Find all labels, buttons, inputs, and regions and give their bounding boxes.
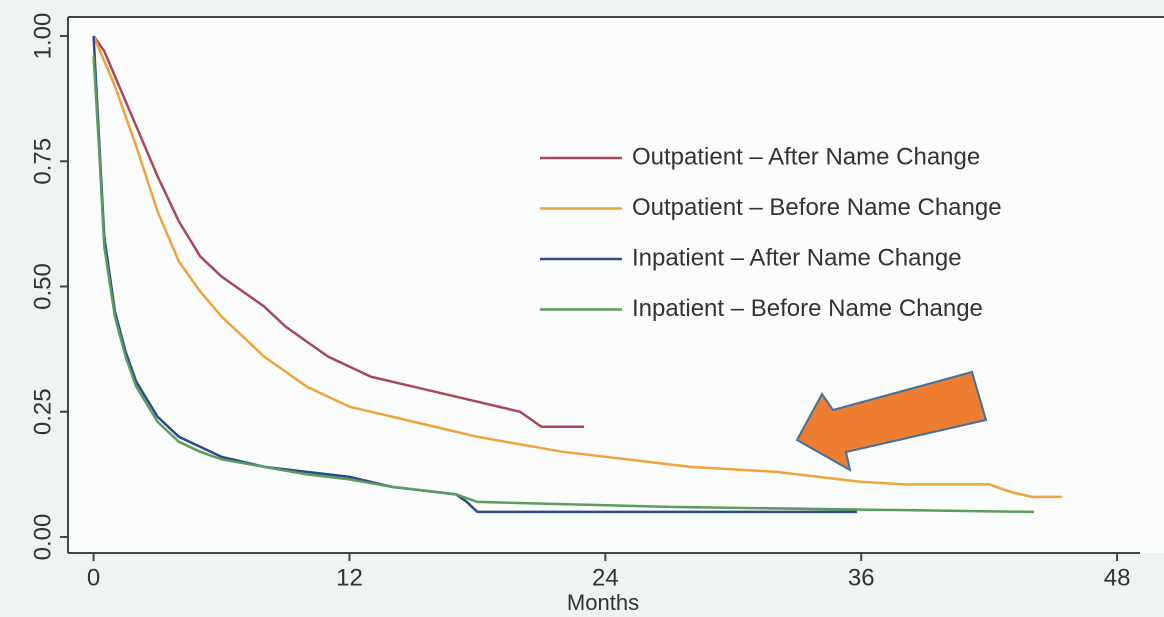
x-tick-label: 48: [1104, 564, 1131, 591]
x-tick-label: 24: [592, 564, 619, 591]
x-tick-label: 12: [336, 564, 363, 591]
legend-label: Inpatient – Before Name Change: [632, 295, 983, 322]
legend-label: Outpatient – Before Name Change: [632, 194, 1002, 221]
arrow: [795, 370, 988, 472]
x-tick-label: 36: [848, 564, 875, 591]
y-tick-label: 0.25: [29, 388, 56, 435]
series-line: [92, 35, 1062, 499]
y-tick-label: 0.00: [29, 514, 56, 561]
y-tick-label: 0.75: [29, 138, 56, 185]
y-tick-label: 0.50: [29, 263, 56, 310]
x-tick-label: 0: [87, 564, 100, 591]
series-line: [92, 55, 1034, 514]
x-axis-label: Months: [567, 590, 639, 615]
legend-label: Inpatient – After Name Change: [632, 244, 962, 271]
legend-label: Outpatient – After Name Change: [632, 143, 980, 170]
y-tick-label: 1.00: [29, 13, 56, 60]
series-line: [92, 35, 585, 429]
